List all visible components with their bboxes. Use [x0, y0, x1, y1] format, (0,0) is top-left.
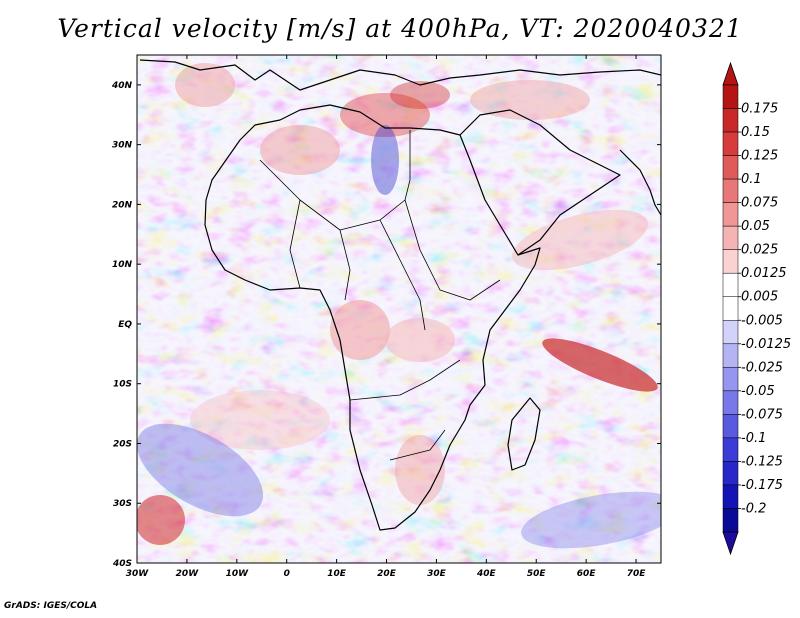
colorbar-swatch	[722, 202, 739, 227]
colorbar-swatch	[722, 320, 739, 345]
country-borders	[259, 130, 501, 461]
colorbar-label: 0.05	[741, 219, 770, 234]
colorbar-swatch	[722, 508, 739, 533]
colorbar-swatch	[722, 155, 739, 180]
lon-tick-label: 20W	[176, 569, 200, 579]
colorbar-swatch	[722, 131, 739, 156]
lon-tick-label: 20E	[377, 569, 397, 579]
colorbar-swatch	[722, 367, 739, 392]
colorbar-swatch	[722, 414, 739, 439]
colorbar-label: -0.025	[741, 360, 783, 375]
colorbar-label: -0.1	[741, 431, 766, 446]
lat-tick-label: 20N	[112, 200, 133, 210]
colorbar-swatch	[722, 343, 739, 368]
colorbar-label: 0.075	[741, 196, 778, 211]
colorbar-swatch	[722, 249, 739, 274]
lon-tick-label: 50E	[527, 569, 547, 579]
colorbar-swatch	[722, 272, 739, 297]
colorbar-swatch	[722, 461, 739, 486]
lat-tick-label: 20S	[113, 439, 132, 449]
colorbar-label: -0.005	[741, 313, 783, 328]
madagascar-coastline	[507, 397, 541, 471]
lat-tick-label: 10N	[112, 260, 133, 270]
lat-tick-label: 40S	[112, 559, 132, 569]
latitude-axis: 40N 30N 20N 10N EQ 10S 20S 30S 40S	[111, 81, 661, 569]
lon-tick-label: 30W	[126, 569, 150, 579]
chart-title: Vertical velocity [m/s] at 400hPa, VT: 2…	[57, 14, 743, 43]
lon-tick-label: 30E	[427, 569, 447, 579]
colorbar-label: -0.2	[741, 501, 766, 516]
colorbar-swatch	[722, 108, 739, 133]
lon-tick-label: 70E	[627, 569, 647, 579]
lon-tick-label: 10E	[327, 569, 347, 579]
colorbar-swatch	[722, 484, 739, 509]
india-coastline	[619, 149, 661, 216]
lat-tick-label: 10S	[113, 380, 132, 390]
lon-tick-label: 10W	[226, 569, 250, 579]
colorbar-bottom-arrow	[722, 531, 739, 556]
colorbar: 0.175 0.15 0.125 0.1 0.075 0.05 0.025 0.0125 0.0…	[722, 61, 791, 556]
colorbar-label: -0.075	[741, 407, 783, 422]
africa-coastline	[204, 104, 541, 531]
footer-credit: GrADS: IGES/COLA	[4, 601, 98, 611]
colorbar-swatch	[722, 437, 739, 462]
lat-tick-label: 30S	[113, 499, 132, 509]
arabia-coastline	[459, 109, 621, 256]
lon-tick-label: 40E	[476, 569, 497, 579]
colorbar-label: 0.0125	[741, 266, 787, 281]
colorbar-label: 0.15	[741, 125, 770, 140]
colorbar-swatch	[722, 296, 739, 321]
lon-tick-label: 0	[284, 569, 290, 579]
colorbar-label: -0.05	[741, 384, 775, 399]
eurasia-coastline	[139, 59, 661, 91]
lat-tick-label: 30N	[112, 141, 133, 151]
colorbar-label: 0.1	[741, 172, 762, 187]
colorbar-swatch	[722, 84, 739, 109]
colorbar-top-arrow	[722, 61, 739, 86]
map-frame	[136, 54, 662, 564]
colorbar-swatch	[722, 178, 739, 203]
colorbar-label: -0.125	[741, 454, 783, 469]
colorbar-label: -0.175	[741, 478, 783, 493]
colorbar-label: 0.175	[741, 102, 778, 117]
lat-tick-label: 40N	[111, 81, 133, 91]
lon-tick-label: 60E	[577, 569, 597, 579]
longitude-axis: 30W 20W 10W 0 10E 20E 30E 40E 50E 60E 70E	[126, 55, 646, 579]
lat-tick-label: EQ	[118, 320, 132, 330]
coastlines	[139, 59, 661, 531]
colorbar-swatch	[722, 390, 739, 415]
colorbar-label: 0.025	[741, 243, 778, 258]
colorbar-swatch	[722, 225, 739, 250]
velocity-field	[137, 55, 661, 563]
colorbar-label: -0.0125	[741, 337, 791, 352]
colorbar-label: 0.125	[741, 149, 778, 164]
colorbar-label: 0.005	[741, 290, 778, 305]
